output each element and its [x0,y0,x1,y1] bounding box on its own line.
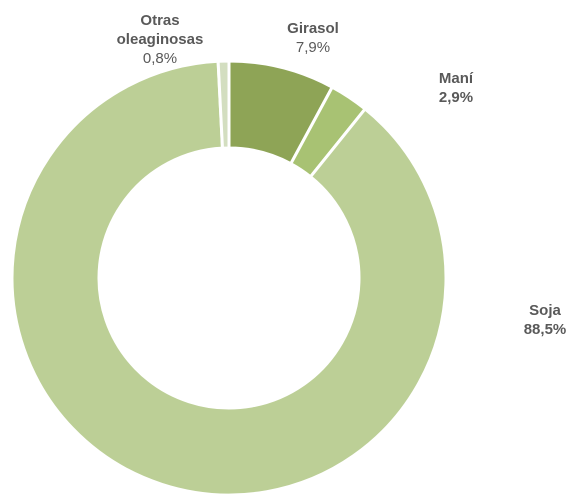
data-label: Otras oleaginosas 0,8% [100,11,220,68]
category-label: Girasol [287,20,339,37]
category-label: Otras oleaginosas [116,12,204,48]
value-label: 7,9% [295,39,331,56]
value-label: 0,8% [142,50,178,67]
data-label: Girasol 7,9% [253,19,373,57]
donut-segment [10,59,448,497]
category-label: Soja [529,302,561,319]
data-label: Soja 88,5% [485,301,574,339]
value-label: 2,9% [438,89,474,106]
data-label: Maní 2,9% [396,69,516,107]
donut-segment [216,59,231,150]
category-label: Maní [438,70,474,87]
value-label: 88,5% [523,321,567,338]
